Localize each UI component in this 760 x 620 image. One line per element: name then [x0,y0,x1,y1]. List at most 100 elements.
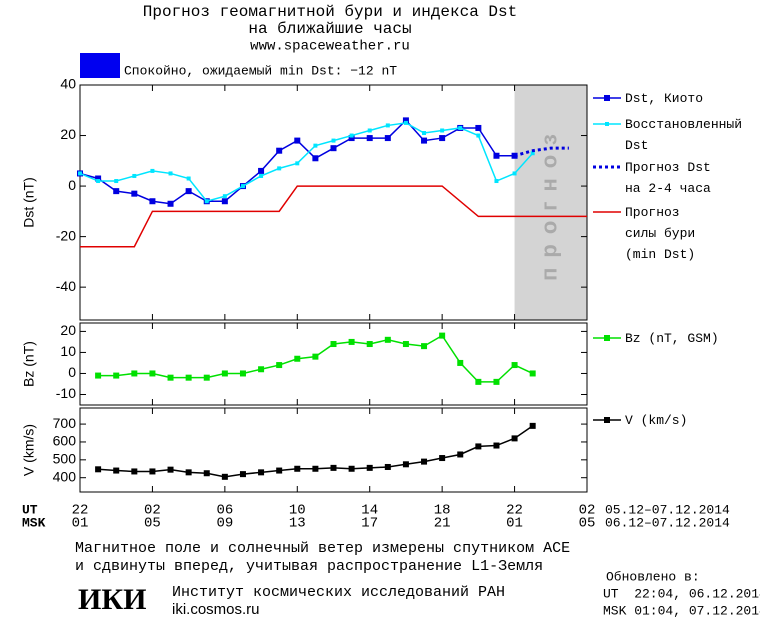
legend-label: Прогноз силы бури (min Dst) [625,205,696,262]
data-point [403,120,408,125]
data-point [422,131,427,136]
updated-ut: UT 22:04, 06.12.2014 [603,586,760,601]
data-point [330,145,337,152]
data-point [493,442,500,449]
x-tick-label: 22 [72,503,89,519]
x-tick-label: 01 [72,516,89,532]
footer-note: Магнитное поле и солнечный ветер измерен… [75,540,570,557]
logo: ИКИ [78,583,146,616]
data-point [530,151,535,156]
y-tick-label: -40 [56,278,76,294]
data-point [312,465,319,472]
x-tick-label: 09 [216,516,233,532]
data-point [366,341,373,348]
legend-swatch [604,335,610,341]
data-point [132,173,137,178]
legend-swatch [604,95,610,101]
data-point [221,370,228,377]
x-tick-label: 01 [506,516,523,532]
data-point [131,370,138,377]
data-point [366,135,373,142]
data-point [276,467,283,474]
data-point [113,372,120,379]
data-point [421,137,428,144]
data-point [204,199,209,204]
updated-msk: MSK 01:04, 07.12.2014 [603,603,760,618]
data-point [494,179,499,184]
data-point [78,171,82,176]
date-range: 06.12–07.12.2014 [605,515,730,530]
data-point [185,469,192,476]
date-range: 05.12–07.12.2014 [605,502,730,517]
data-point [168,171,173,176]
data-point [366,464,373,471]
data-point [96,179,101,184]
data-point [457,359,464,366]
data-point [493,378,500,385]
data-point [240,184,245,189]
x-tick-label: 05 [144,516,161,532]
data-point [493,152,500,159]
data-point [222,194,227,199]
data-point [475,378,482,385]
data-point [185,188,192,195]
axis-row-label: MSK [22,515,46,530]
plot-frame [79,84,588,321]
y-tick-label: 40 [60,76,76,92]
data-point [529,370,536,377]
data-point [458,125,463,130]
legend-label: Bz (nT, GSM) [625,331,719,346]
data-point [421,343,428,350]
updated: Обновлено в: [606,569,700,584]
data-point [421,458,428,465]
legend-swatch [604,417,610,423]
data-point [384,463,391,470]
y-axis-label: Dst (nT) [21,177,37,228]
data-point [95,372,102,379]
x-tick-label: 05 [579,516,596,532]
data-point [113,467,120,474]
institute: Институт космических исследований РАН [172,584,505,601]
data-point [294,137,301,144]
data-point [529,422,536,429]
data-point [439,455,446,462]
data-point [439,135,446,142]
data-point [475,124,482,131]
data-point [276,362,283,369]
data-point [402,341,409,348]
legend-label: Прогноз Dst на 2-4 часа [625,160,711,196]
x-tick-label: 18 [434,503,451,519]
y-tick-label: 20 [60,126,76,142]
data-point [330,464,337,471]
data-point [439,332,446,339]
data-point [511,435,518,442]
data-point [330,341,337,348]
x-tick-label: 02 [579,503,596,519]
legend-label: Восстановленный Dst [625,117,743,153]
x-tick-label: 21 [434,516,451,532]
x-tick-label: 02 [144,503,161,519]
legend-label: Dst, Киото [625,91,704,106]
y-axis-label: V (km/s) [21,424,37,476]
y-tick-label: 0 [68,177,76,193]
data-point [511,362,518,369]
x-tick-label: 06 [216,503,233,519]
y-tick-label: 700 [53,415,77,431]
y-tick-label: 600 [53,433,77,449]
data-point [149,370,156,377]
forecast-region [514,85,587,320]
url: iki.cosmos.ru [172,601,260,618]
data-point [258,469,265,476]
plot-frame [79,407,588,493]
y-tick-label: 500 [53,451,77,467]
y-tick-label: -20 [56,227,76,243]
plot-frame [79,322,588,406]
data-point [167,200,174,207]
data-point [313,143,318,148]
y-tick-label: 10 [60,343,76,359]
footer-note: и сдвинуты вперед, учитывая распростране… [75,558,543,575]
data-point [402,117,409,124]
x-tick-label: 22 [506,503,523,519]
x-tick-label: 17 [361,516,378,532]
legend-swatch [605,122,609,126]
